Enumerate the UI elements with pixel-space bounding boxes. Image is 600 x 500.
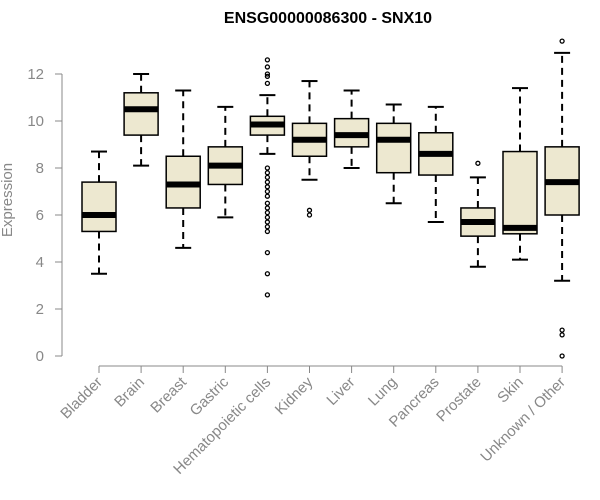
box-group xyxy=(544,38,580,359)
y-tick-label: 8 xyxy=(36,160,44,177)
x-tick-label: Liver xyxy=(323,374,358,409)
box-group xyxy=(249,57,286,298)
y-axis: 0 2 4 6 8 10 12 xyxy=(27,66,63,365)
boxes xyxy=(81,38,580,359)
box-group xyxy=(165,89,201,249)
outlier-point xyxy=(264,292,271,298)
outlier-point xyxy=(264,214,271,221)
outlier-point xyxy=(264,165,271,171)
outlier-point xyxy=(264,57,271,63)
box-iqr xyxy=(502,150,538,235)
box-iqr xyxy=(123,92,159,136)
y-axis-label: Expression xyxy=(0,163,16,237)
outlier-point xyxy=(264,71,271,77)
outlier-point xyxy=(306,212,313,218)
chart-title: ENSG00000086300 - SNX10 xyxy=(224,10,432,27)
box-iqr xyxy=(81,181,117,233)
outlier-point xyxy=(264,271,271,277)
box-group xyxy=(123,73,159,167)
outlier-point xyxy=(559,327,565,333)
box-group xyxy=(375,103,412,205)
outlier-point xyxy=(306,207,313,213)
outlier-point xyxy=(264,174,271,181)
outlier-point xyxy=(559,38,565,44)
y-tick-label: 0 xyxy=(36,348,44,365)
x-tick-label: Brain xyxy=(111,374,148,411)
y-tick-label: 2 xyxy=(36,301,44,318)
y-tick-label: 6 xyxy=(36,207,44,224)
outlier-point xyxy=(264,219,271,225)
box-group xyxy=(333,89,370,169)
outlier-point xyxy=(264,224,271,230)
outlier-point xyxy=(264,205,271,211)
y-tick-label: 10 xyxy=(27,113,44,130)
box-group xyxy=(418,105,454,224)
outlier-point xyxy=(264,184,271,190)
x-tick-label: Lung xyxy=(365,374,401,410)
x-tick-label: Prostate xyxy=(433,374,485,426)
outlier-point xyxy=(475,160,481,166)
x-tick-label: Breast xyxy=(147,373,190,416)
outlier-point xyxy=(559,332,565,338)
y-tick-label: 12 xyxy=(27,66,44,83)
outlier-point xyxy=(264,179,271,185)
x-tick-label: Kidney xyxy=(272,373,317,418)
outlier-point xyxy=(264,80,271,87)
outlier-point xyxy=(264,64,271,70)
box-group xyxy=(291,80,328,218)
outlier-point xyxy=(264,249,271,256)
outlier-point xyxy=(264,200,271,206)
x-tick-label: Skin xyxy=(494,374,527,407)
box-group xyxy=(81,150,117,275)
outlier-point xyxy=(559,353,565,359)
box-group xyxy=(460,160,496,268)
outlier-point xyxy=(264,170,271,176)
outlier-point xyxy=(264,188,271,195)
x-tick-label: Bladder xyxy=(57,374,106,423)
outlier-point xyxy=(264,209,271,216)
outlier-point xyxy=(264,73,271,79)
box-group xyxy=(207,105,244,219)
y-tick-label: 4 xyxy=(36,254,44,271)
box-iqr xyxy=(375,122,412,174)
outlier-point xyxy=(264,228,271,235)
outlier-point xyxy=(264,193,271,199)
box-group xyxy=(502,87,538,261)
